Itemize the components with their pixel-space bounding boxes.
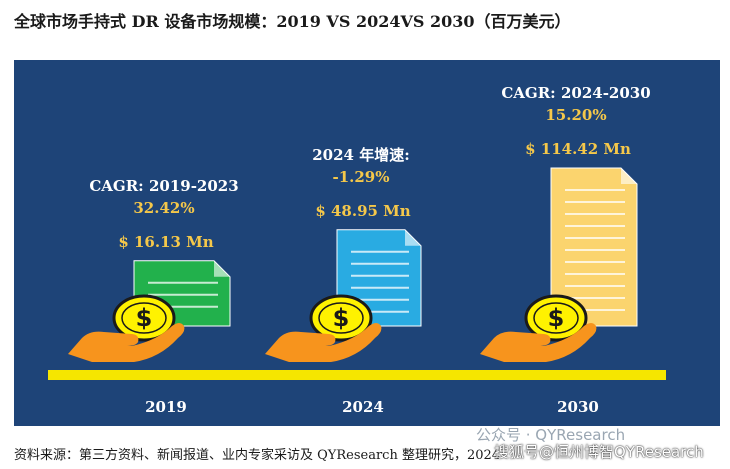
annotation-value-2030: 15.20% bbox=[545, 106, 606, 124]
value-label-2024: $ 48.95 Mn bbox=[315, 202, 410, 220]
baseline-bar bbox=[48, 370, 666, 380]
coin-ring bbox=[318, 302, 364, 334]
annotation-label-2019: CAGR: 2019-2023 bbox=[89, 177, 238, 195]
page-title: 全球市场手持式 DR 设备市场规模：2019 VS 2024VS 2030（百万… bbox=[14, 12, 571, 31]
dollar-sign: $ bbox=[333, 304, 350, 332]
watermark: 公众号 · QYResearch bbox=[476, 426, 626, 444]
source-note: 资料来源：第三方资料、新闻报道、业内专家采访及 QYResearch 整理研究，… bbox=[14, 448, 501, 463]
annotation-value-2019: 32.42% bbox=[133, 199, 194, 217]
doc-bar-2030 bbox=[550, 167, 638, 327]
dollar-sign: $ bbox=[136, 304, 153, 332]
category-label-2019: 2019 bbox=[145, 398, 187, 416]
doc-fold-2030 bbox=[621, 168, 637, 184]
doc-fold-2019 bbox=[214, 260, 230, 277]
annotation-value-2024: -1.29% bbox=[332, 168, 389, 186]
coin-ring bbox=[533, 302, 579, 334]
annotation-label-2024: 2024 年增速: bbox=[312, 146, 410, 164]
doc-fold-2024 bbox=[405, 229, 421, 246]
dollar-sign: $ bbox=[548, 304, 565, 332]
watermark-2: 搜狐号@恒州博智QYResearch bbox=[494, 443, 704, 461]
annotation-label-2030: CAGR: 2024-2030 bbox=[501, 84, 650, 102]
coin-ring bbox=[121, 302, 167, 334]
category-label-2030: 2030 bbox=[557, 398, 599, 416]
value-label-2019: $ 16.13 Mn bbox=[118, 233, 213, 251]
category-label-2024: 2024 bbox=[342, 398, 384, 416]
value-label-2030: $ 114.42 Mn bbox=[525, 140, 631, 158]
